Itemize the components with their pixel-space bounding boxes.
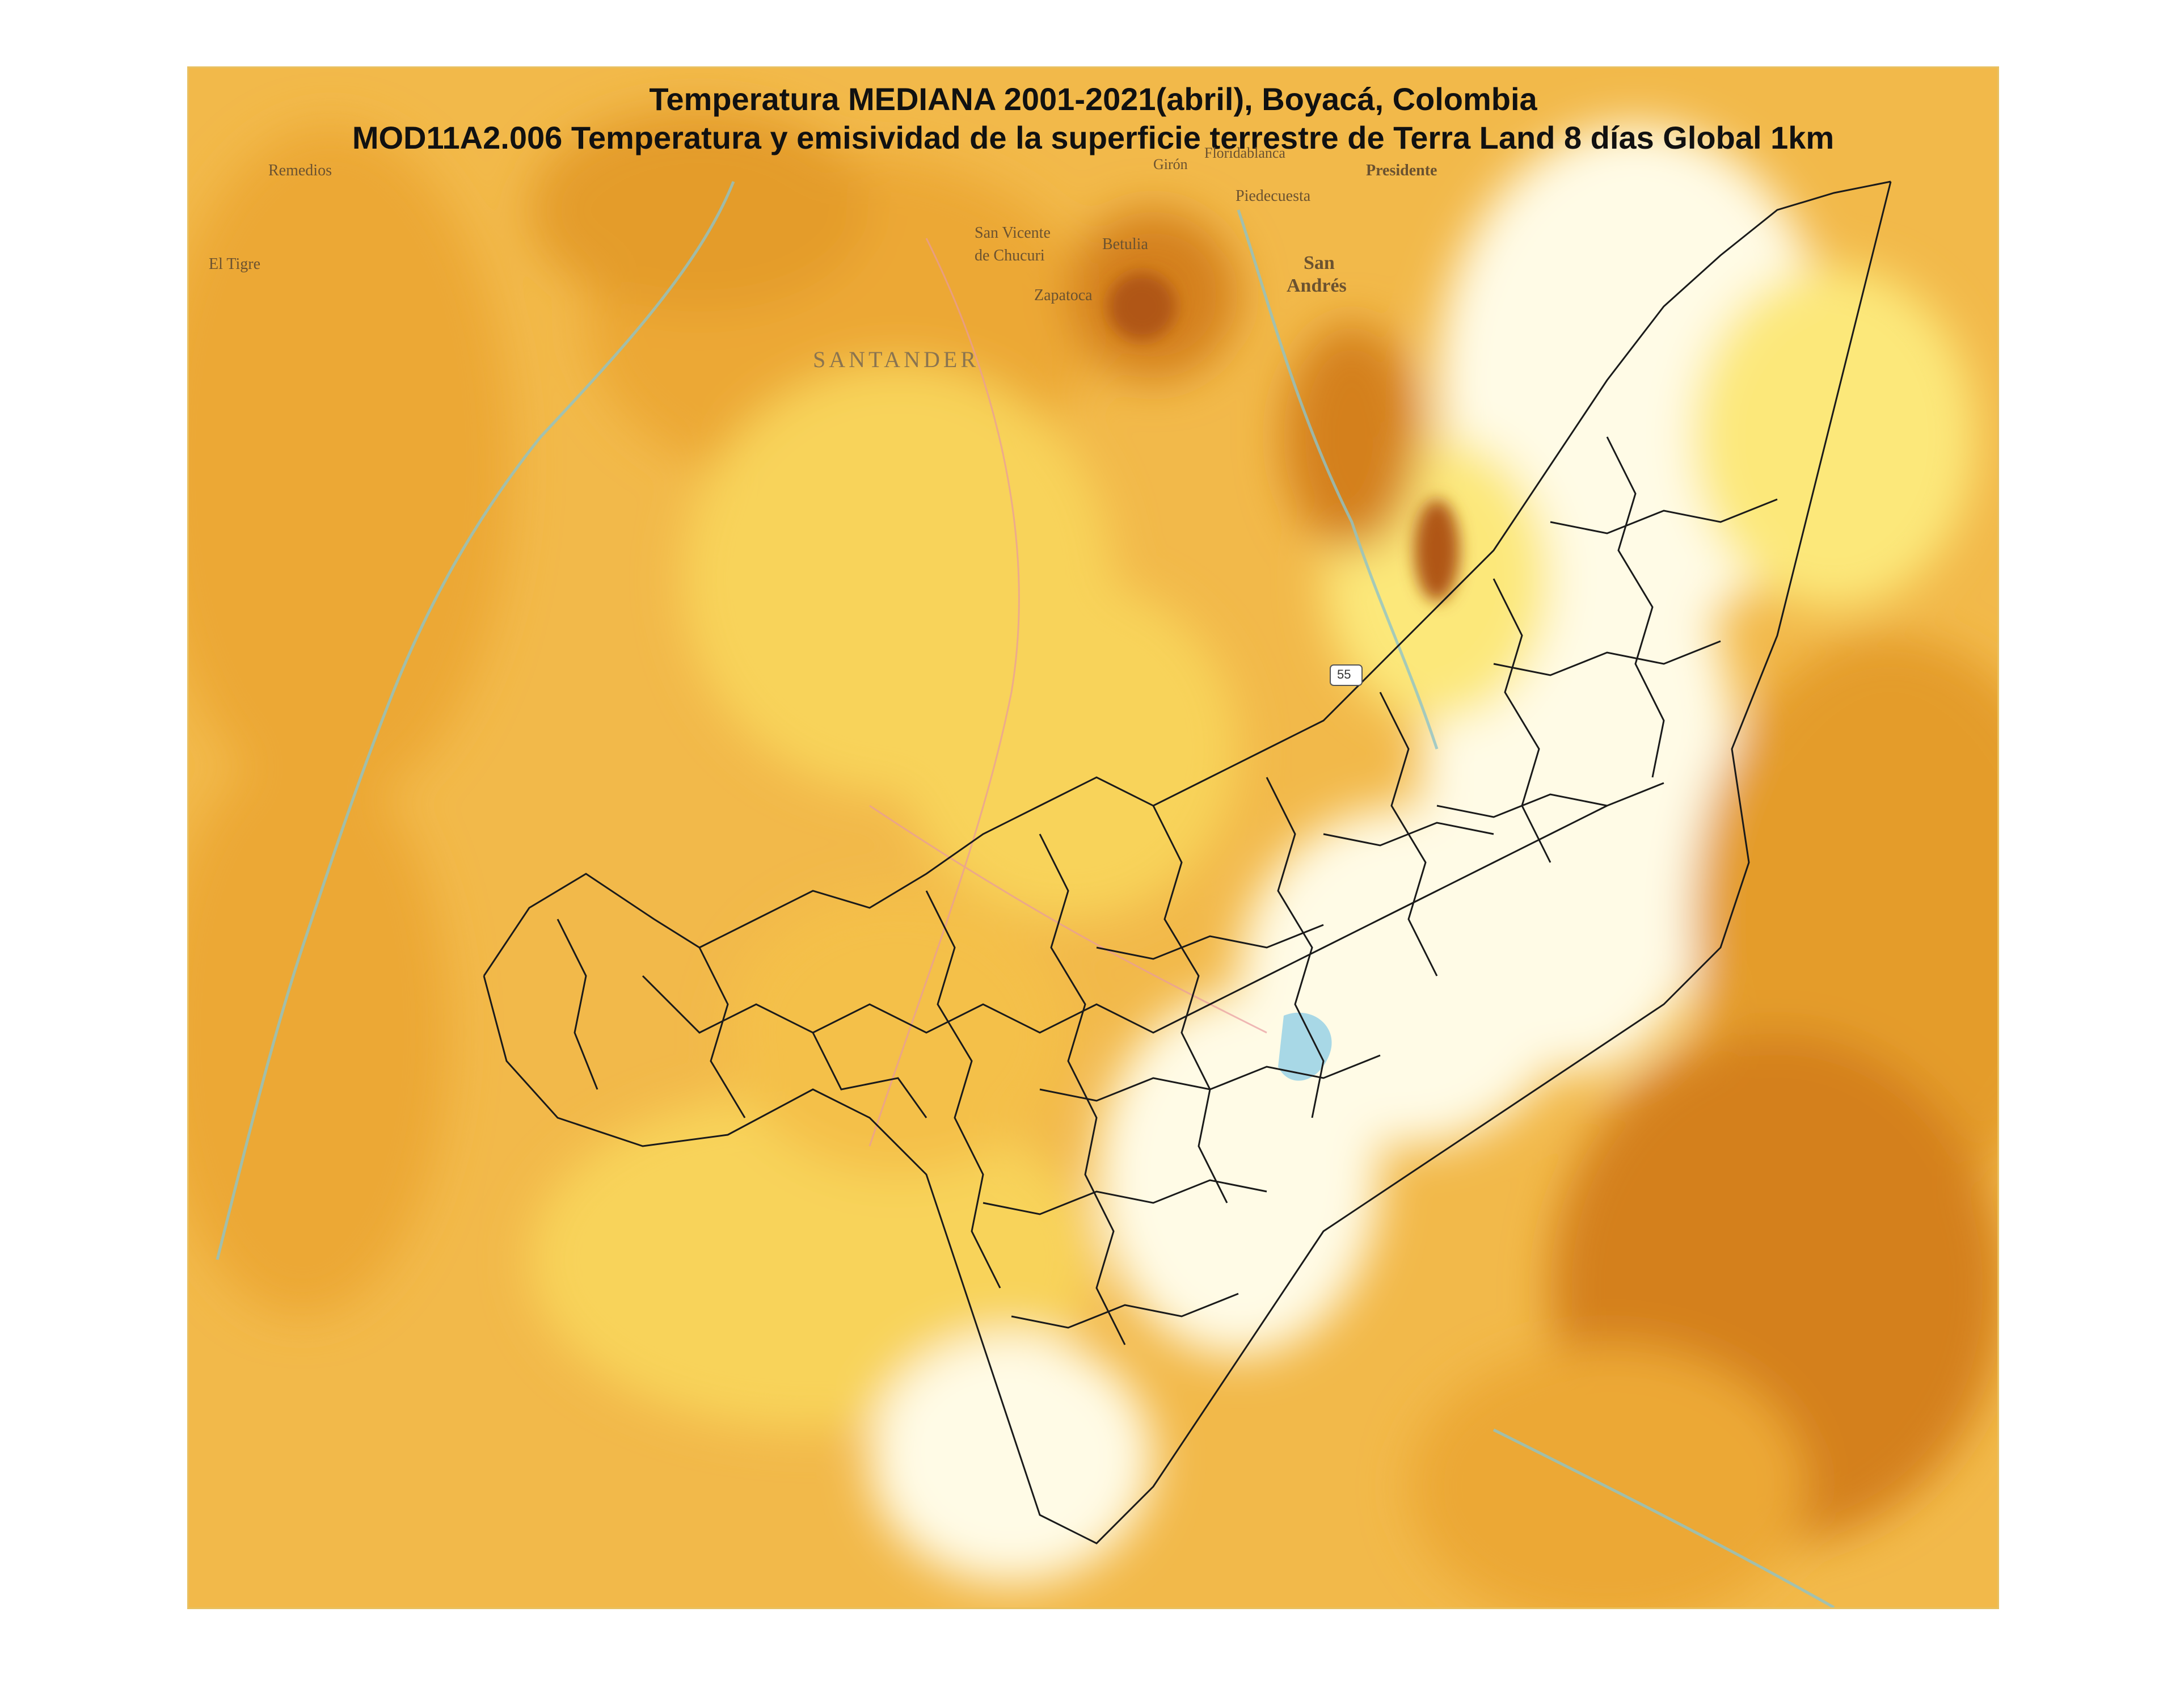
place-label: Piedecuesta	[1236, 187, 1311, 205]
place-label: Zapatoca	[1034, 287, 1093, 304]
place-label: El Tigre	[209, 255, 261, 273]
lake-tota	[1278, 1012, 1332, 1081]
rivers	[216, 181, 1835, 1607]
road-shield-55	[1330, 664, 1363, 686]
roads	[868, 238, 1267, 1147]
place-label: de Chucuri	[975, 247, 1045, 264]
place-label: Betulia	[1102, 235, 1148, 253]
map-title: Temperatura MEDIANA 2001-2021(abril), Bo…	[649, 81, 1537, 117]
place-label: Presidente	[1366, 162, 1437, 179]
map-subtitle: MOD11A2.006 Temperatura y emisividad de …	[352, 120, 1835, 155]
place-label: San	[1304, 252, 1335, 273]
temperature-map	[189, 68, 1997, 1607]
place-label: San Vicente	[975, 224, 1051, 242]
map-frame: Temperatura MEDIANA 2001-2021(abril), Bo…	[187, 66, 1999, 1609]
road-shield-label: 55	[1337, 667, 1351, 681]
place-label: Floridablanca	[1204, 145, 1285, 161]
place-label: Girón	[1153, 156, 1188, 172]
place-label: Remedios	[268, 162, 332, 179]
municipal-boundaries	[483, 180, 1892, 1544]
region-label: SANTANDER	[813, 347, 980, 372]
place-label: Andrés	[1287, 275, 1347, 296]
